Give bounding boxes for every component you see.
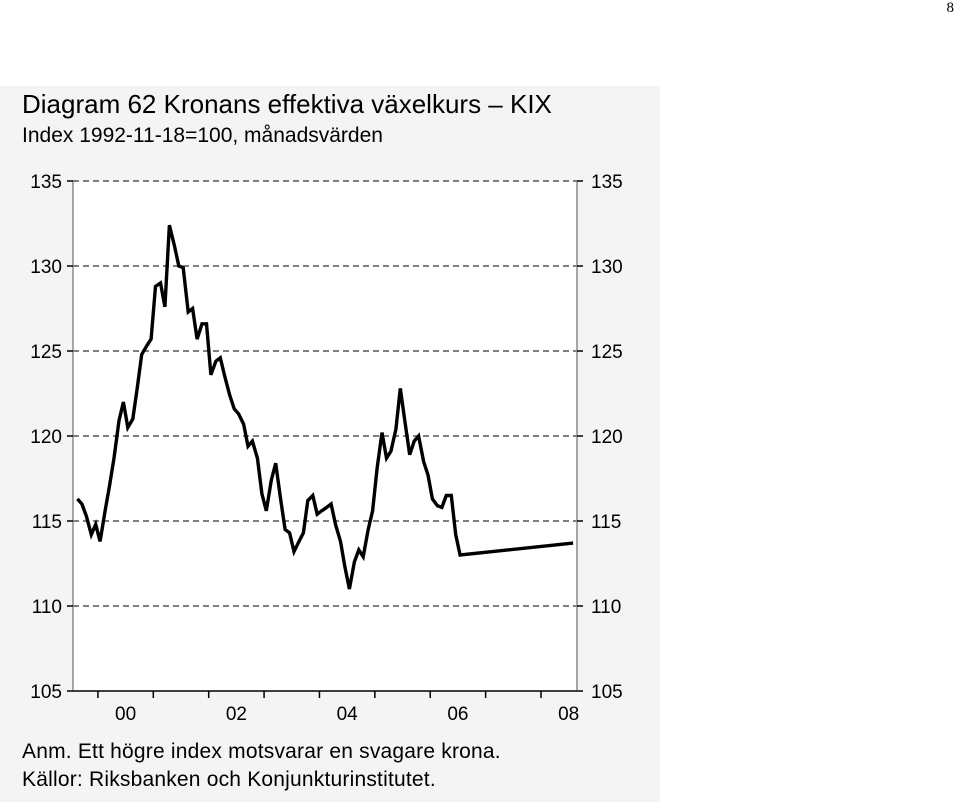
y-tick-label-right: 115 [591,512,621,533]
chart-sources: Källor: Riksbanken och Konjunkturinstitu… [22,768,436,791]
x-tick-label: 06 [447,704,468,725]
x-tick-label: 02 [226,704,247,725]
y-tick-label-right: 125 [591,342,623,363]
series-line-kix [76,224,574,590]
chart-subtitle: Index 1992-11-18=100, månadsvärden [22,124,383,147]
x-tick-label: 00 [115,704,136,725]
chart-note: Anm. Ett högre index motsvarar en svagar… [22,740,501,763]
y-tick-label-left: 110 [32,597,62,618]
y-tick-label-left: 135 [30,172,62,193]
y-tick-label-right: 135 [591,172,623,193]
page-number: 8 [946,0,955,16]
x-tick-label: 08 [558,704,579,725]
y-tick-label-left: 130 [30,257,62,278]
y-tick-label-left: 120 [30,427,62,448]
y-tick-label-left: 115 [32,512,62,533]
y-tick-label-right: 110 [591,597,621,618]
y-tick-label-left: 125 [30,342,62,363]
chart-title: Diagram 62 Kronans effektiva växelkurs –… [22,89,552,119]
x-tick-label: 04 [337,704,359,725]
y-tick-label-right: 105 [591,682,623,703]
y-tick-label-right: 130 [591,257,623,278]
y-tick-label-right: 120 [591,427,623,448]
y-tick-label-left: 105 [30,682,62,703]
